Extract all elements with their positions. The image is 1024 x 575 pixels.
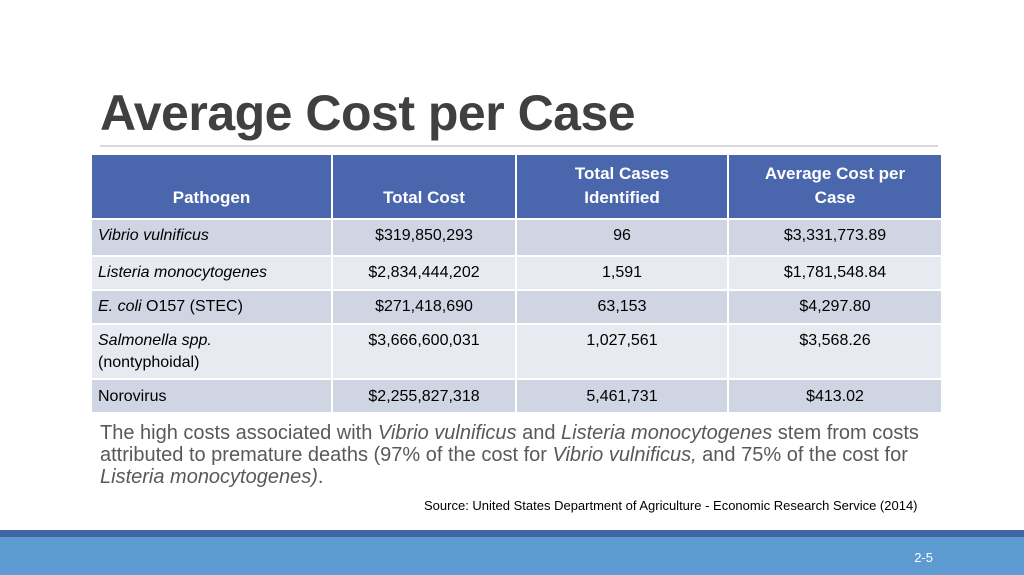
- header-pathogen: Pathogen: [92, 155, 333, 219]
- pathogen-cell: E. coli O157 (STEC): [92, 289, 333, 324]
- caption-italic: Listeria monocytogenes: [561, 422, 773, 444]
- caption-part: stem from costs attributed to premature …: [100, 422, 919, 466]
- total-cases-cell: 96: [516, 218, 729, 256]
- table-header-row: Pathogen Total Cost Total Cases Identifie…: [92, 155, 941, 219]
- caption-italic: Vibrio vulnificus,: [552, 444, 697, 466]
- slide-title: Average Cost per Case: [100, 85, 636, 141]
- caption-italic: Listeria monocytogenes): [100, 466, 318, 488]
- total-cost-cell: $2,834,444,202: [332, 255, 517, 290]
- footer-accent-bar: [0, 530, 1024, 537]
- total-cases-cell: 1,027,561: [516, 323, 729, 379]
- footer-band: [0, 537, 1024, 575]
- pathogen-name-plain: Norovirus: [98, 388, 167, 405]
- total-cases-cell: 63,153: [516, 289, 729, 324]
- pathogen-cell: Salmonella spp. (nontyphoidal): [92, 323, 333, 379]
- pathogen-name-italic: Vibrio vulnificus: [98, 227, 209, 244]
- total-cost-cell: $3,666,600,031: [332, 323, 517, 379]
- pathogen-name-italic: E. coli: [98, 298, 142, 315]
- average-cost-cell: $4,297.80: [728, 289, 941, 324]
- total-cases-cell: 1,591: [516, 255, 729, 290]
- title-divider: [100, 145, 938, 147]
- cost-table: Pathogen Total Cost Total Cases Identifie…: [92, 155, 941, 412]
- header-total-cost: Total Cost: [332, 155, 517, 219]
- pathogen-name-italic: Listeria monocytogenes: [98, 264, 267, 281]
- caption-part: and: [516, 422, 561, 444]
- header-average-cost: Average Cost per Case: [728, 155, 941, 219]
- caption-part: and 75% of the cost for: [696, 444, 908, 466]
- caption-italic: Vibrio vulnificus: [377, 422, 517, 444]
- pathogen-name-plain: (nontyphoidal): [98, 354, 200, 371]
- header-total-cases: Total Cases Identified: [516, 155, 729, 219]
- header-average-cost-line1: Average Cost per: [764, 164, 906, 183]
- caption-part: .: [317, 466, 324, 488]
- header-total-cases-line2: Identified: [584, 188, 660, 207]
- average-cost-cell: $3,331,773.89: [728, 218, 941, 256]
- total-cost-cell: $2,255,827,318: [332, 378, 517, 412]
- pathogen-name-plain: O157 (STEC): [141, 298, 243, 315]
- table-row: Salmonella spp. (nontyphoidal) $3,666,600…: [92, 323, 941, 379]
- source-citation: Source: United States Department of Agri…: [424, 498, 918, 513]
- caption-part: The high costs associated with: [100, 422, 378, 444]
- page-number: 2-5: [914, 550, 933, 565]
- pathogen-cell: Vibrio vulnificus: [92, 218, 333, 256]
- table-row: Vibrio vulnificus $319,850,293 96 $3,331…: [92, 218, 941, 256]
- header-total-cases-line1: Total Cases: [574, 164, 670, 183]
- total-cost-cell: $271,418,690: [332, 289, 517, 324]
- average-cost-cell: $1,781,548.84: [728, 255, 941, 290]
- total-cost-cell: $319,850,293: [332, 218, 517, 256]
- header-average-cost-line2: Case: [814, 188, 856, 207]
- average-cost-cell: $413.02: [728, 378, 941, 412]
- table-row: E. coli O157 (STEC) $271,418,690 63,153 …: [92, 289, 941, 324]
- pathogen-name-italic: Salmonella spp.: [98, 332, 212, 349]
- total-cases-cell: 5,461,731: [516, 378, 729, 412]
- caption-text: The high costs associated with Vibrio vu…: [100, 422, 940, 488]
- pathogen-cell: Norovirus: [92, 378, 333, 412]
- average-cost-cell: $3,568.26: [728, 323, 941, 379]
- pathogen-cell: Listeria monocytogenes: [92, 255, 333, 290]
- table-row: Norovirus $2,255,827,318 5,461,731 $413.…: [92, 378, 941, 412]
- table-row: Listeria monocytogenes $2,834,444,202 1,…: [92, 255, 941, 290]
